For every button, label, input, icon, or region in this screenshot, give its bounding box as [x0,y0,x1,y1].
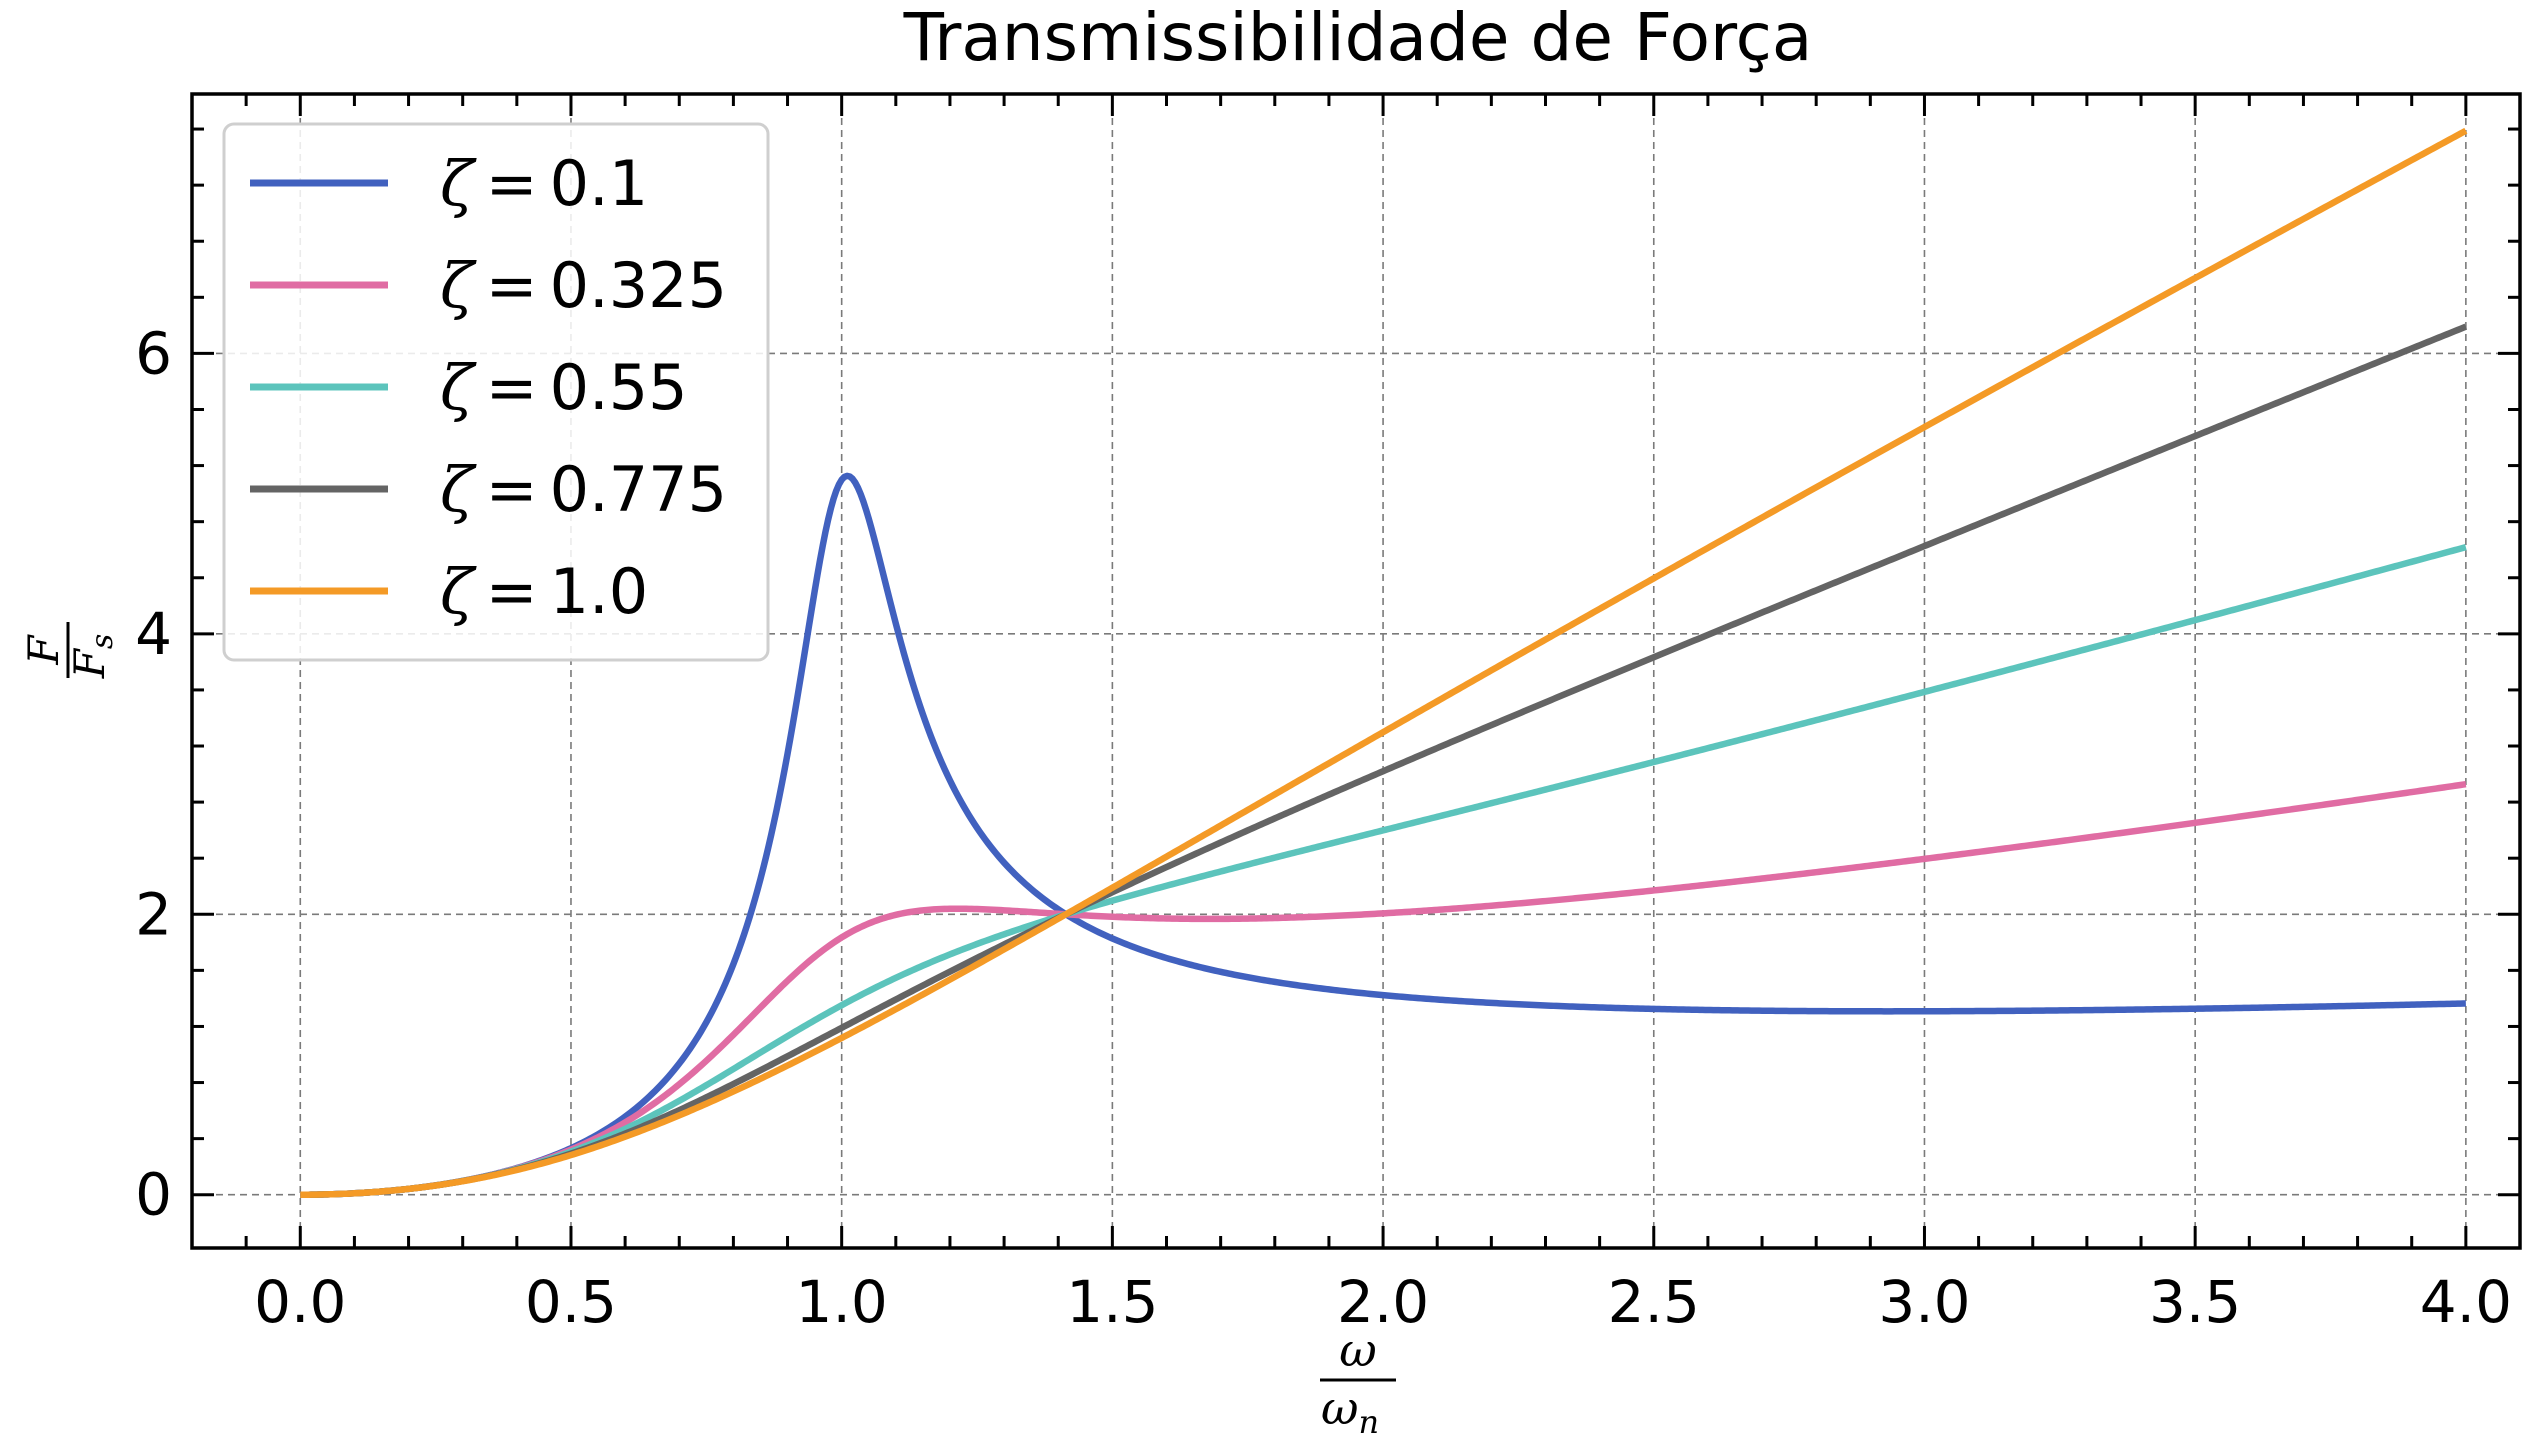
legend-label: ζ = 0.325 [440,249,727,322]
legend-zeta-value: 0.775 [550,453,728,526]
x-tick-labels: 0.0 0.5 1.0 1.5 2.0 2.5 3.0 3.5 4.0 [254,1268,2512,1336]
y-axis-label: F Fs [19,622,120,679]
legend-zeta-value: 0.1 [550,147,649,220]
series-lines [299,127,2468,1198]
legend-label: ζ = 0.1 [440,147,648,220]
legend-zeta-value: 0.325 [550,249,728,322]
legend-label: ζ = 1.0 [440,555,648,628]
legend-item: ζ = 0.325 [250,249,727,322]
plot-frame [190,92,2522,1250]
y-tick-labels: 0 2 4 6 [135,319,172,1228]
x-label-denominator-sub: n [1358,1403,1379,1441]
x-tick-label: 1.0 [796,1268,888,1336]
legend-label: ζ = 0.55 [440,351,688,424]
x-tick-label: 4.0 [2420,1268,2512,1336]
x-tick-label: 3.0 [1878,1268,1970,1336]
series-line-zeta-0-55 [299,543,2467,1198]
y-tick-label: 2 [135,880,172,948]
legend-zeta-symbol: ζ [440,249,477,322]
x-tick-label: 2.0 [1337,1268,1429,1336]
x-label-denominator: ω [1321,1381,1359,1435]
legend: ζ = 0.1 ζ = 0.325 ζ = 0.55 ζ = 0.775 ζ = 1.0 [222,122,770,662]
legend-zeta-symbol: ζ [440,351,477,424]
legend-zeta-symbol: ζ [440,453,477,526]
legend-item: ζ = 0.775 [250,453,727,526]
series-line-zeta-0-775 [299,323,2468,1198]
y-tick-label: 0 [135,1161,172,1229]
legend-box [222,122,770,662]
svg-text:ωn: ωn [1321,1381,1379,1441]
legend-item: ζ = 1.0 [250,555,648,628]
legend-label: ζ = 0.775 [440,453,727,526]
svg-text:Fs: Fs [65,634,120,680]
x-tick-label: 0.5 [525,1268,617,1336]
legend-zeta-symbol: ζ [440,555,477,628]
y-tick-label: 6 [135,319,172,387]
y-tick-label: 4 [135,600,172,668]
series-line-zeta-0-325 [299,780,2467,1198]
x-axis-label: ω ωn [1320,1323,1396,1441]
x-label-numerator: ω [1339,1323,1377,1377]
x-tick-label: 0.0 [254,1268,346,1336]
series-line-zeta-0-1 [299,472,2467,1198]
legend-zeta-value: 0.55 [550,351,688,424]
legend-zeta-value: 1.0 [550,555,649,628]
y-label-denominator: F [65,647,114,679]
x-tick-label: 1.5 [1066,1268,1158,1336]
y-label-numerator: F [19,634,68,666]
chart-title: Transmissibilidade de Força [903,0,1813,76]
legend-zeta-symbol: ζ [440,147,477,220]
series-line-zeta-1-0 [299,127,2468,1198]
y-label-denominator-sub: s [85,634,120,649]
x-tick-label: 3.5 [2149,1268,2241,1336]
legend-item: ζ = 0.1 [250,147,648,220]
legend-item: ζ = 0.55 [250,351,688,424]
x-tick-label: 2.5 [1608,1268,1700,1336]
